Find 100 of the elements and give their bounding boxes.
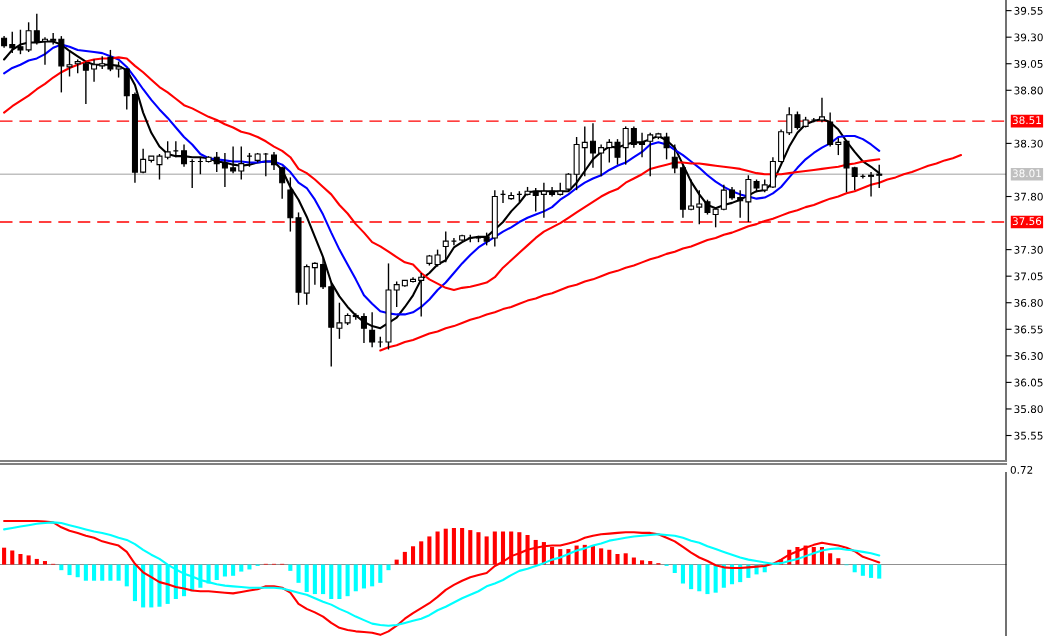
bar xyxy=(410,546,416,565)
candlestick xyxy=(606,138,613,164)
candlestick xyxy=(745,174,752,223)
candlestick xyxy=(393,280,400,308)
candlestick xyxy=(549,186,556,198)
bar xyxy=(247,564,252,570)
bar xyxy=(697,564,702,592)
bar xyxy=(75,564,80,578)
candlestick xyxy=(794,110,801,131)
bar xyxy=(860,564,865,576)
candlestick xyxy=(737,189,744,219)
candlestick xyxy=(622,125,629,166)
candlestick xyxy=(818,97,825,123)
bar xyxy=(484,536,489,565)
candlestick xyxy=(279,166,286,200)
bar xyxy=(378,564,383,583)
y-tick-label: 37.30 xyxy=(1014,245,1043,254)
ref-line-label: 38.01 xyxy=(1012,169,1041,178)
bar xyxy=(83,564,88,581)
bar xyxy=(42,561,48,565)
bar xyxy=(713,564,718,593)
candlestick xyxy=(696,189,703,225)
bar xyxy=(468,530,473,565)
candlestick xyxy=(91,58,98,83)
candlestick xyxy=(786,106,793,136)
candlestick xyxy=(230,145,237,174)
bar xyxy=(500,531,506,565)
bar xyxy=(460,527,465,565)
bar xyxy=(214,564,219,581)
candlestick xyxy=(688,178,695,212)
bar xyxy=(427,536,432,565)
candlestick xyxy=(614,138,621,166)
bar xyxy=(361,564,366,589)
bar xyxy=(402,551,407,565)
bar xyxy=(419,541,424,565)
bar xyxy=(451,527,456,565)
candlestick xyxy=(156,153,163,181)
bar xyxy=(443,528,448,565)
bar xyxy=(222,564,227,577)
bar xyxy=(492,531,497,565)
bar xyxy=(67,564,72,576)
y-tick-label: 39.55 xyxy=(1014,6,1043,15)
y-tick-label: 36.80 xyxy=(1014,298,1043,307)
bar xyxy=(26,555,31,565)
candlestick xyxy=(140,148,147,174)
candlestick xyxy=(164,140,171,161)
candlestick xyxy=(712,207,719,229)
candlestick xyxy=(262,152,269,178)
bar xyxy=(116,564,121,581)
y-tick-label: 39.30 xyxy=(1014,33,1043,42)
candlestick xyxy=(221,152,228,188)
bar xyxy=(141,564,146,608)
bar xyxy=(239,564,244,572)
candlestick xyxy=(647,132,654,178)
bar xyxy=(631,557,636,565)
y-tick-label: 35.55 xyxy=(1014,431,1043,440)
candlestick xyxy=(320,256,327,290)
y-tick-label: 36.05 xyxy=(1014,378,1043,387)
candlestick xyxy=(671,143,678,174)
bar xyxy=(10,550,15,565)
candlestick xyxy=(589,122,596,169)
y-tick-label: 39.05 xyxy=(1014,59,1043,68)
y-tick-label: 38.80 xyxy=(1014,86,1043,95)
bar xyxy=(321,564,326,595)
bar xyxy=(92,564,97,581)
bar xyxy=(509,531,514,565)
bar xyxy=(828,553,833,565)
bar xyxy=(329,564,334,599)
candlestick xyxy=(238,145,245,181)
bar xyxy=(18,554,23,565)
candlestick xyxy=(868,171,875,198)
y-tick-label: 36.30 xyxy=(1014,352,1043,360)
bar xyxy=(108,564,113,581)
bar xyxy=(525,535,530,565)
bar xyxy=(337,564,342,599)
y-tick-label: 38.30 xyxy=(1014,139,1043,148)
bar xyxy=(100,564,105,581)
bar xyxy=(640,560,645,565)
bar xyxy=(648,561,653,565)
bar xyxy=(672,564,677,573)
candlestick xyxy=(442,230,449,264)
bar xyxy=(869,564,874,578)
bar xyxy=(132,564,137,602)
candlestick xyxy=(181,143,188,168)
bar xyxy=(689,564,694,590)
bar xyxy=(304,564,309,592)
bar xyxy=(590,545,596,565)
bar xyxy=(157,564,162,607)
ref-line-label: 38.51 xyxy=(1012,116,1041,125)
candlestick xyxy=(598,143,605,178)
candlestick xyxy=(639,132,646,158)
candlestick xyxy=(82,60,89,105)
bar xyxy=(386,564,391,571)
candlestick xyxy=(630,125,637,149)
bar xyxy=(312,564,317,595)
candlestick xyxy=(270,151,278,171)
bar xyxy=(476,532,481,565)
bar xyxy=(149,564,154,608)
bar xyxy=(623,553,628,565)
bar xyxy=(296,564,301,583)
